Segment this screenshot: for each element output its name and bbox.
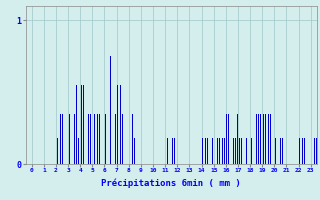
Bar [88, 114, 89, 164]
Bar [314, 138, 315, 164]
Bar [132, 114, 133, 164]
Bar [90, 114, 91, 164]
Bar [270, 114, 271, 164]
Bar [258, 114, 259, 164]
Bar [110, 56, 111, 164]
Bar [302, 138, 303, 164]
Bar [97, 114, 98, 164]
Bar [99, 114, 100, 164]
Bar [212, 138, 213, 164]
Bar [78, 138, 79, 164]
Bar [174, 138, 175, 164]
Bar [237, 114, 238, 164]
Bar [134, 138, 135, 164]
Bar [120, 85, 121, 164]
Bar [263, 114, 264, 164]
Bar [172, 138, 173, 164]
Bar [275, 138, 276, 164]
Bar [122, 114, 123, 164]
Bar [280, 138, 281, 164]
Bar [57, 138, 58, 164]
Bar [105, 114, 106, 164]
Bar [231, 114, 232, 164]
Bar [226, 114, 227, 164]
Bar [62, 114, 63, 164]
Bar [83, 85, 84, 164]
Bar [256, 114, 257, 164]
Bar [307, 138, 308, 164]
Bar [81, 85, 82, 164]
Bar [76, 85, 77, 164]
Bar [235, 138, 236, 164]
Bar [233, 138, 234, 164]
Bar [202, 138, 203, 164]
Bar [86, 114, 87, 164]
Bar [304, 138, 305, 164]
Bar [241, 138, 242, 164]
Bar [214, 138, 215, 164]
Bar [251, 138, 252, 164]
Bar [69, 114, 70, 164]
Bar [115, 114, 116, 164]
Bar [224, 138, 225, 164]
Bar [217, 138, 218, 164]
X-axis label: Précipitations 6min ( mm ): Précipitations 6min ( mm ) [101, 179, 241, 188]
Bar [117, 85, 118, 164]
Bar [316, 138, 317, 164]
Bar [207, 138, 208, 164]
Bar [74, 114, 75, 164]
Bar [254, 114, 255, 164]
Bar [246, 138, 247, 164]
Bar [260, 114, 261, 164]
Bar [94, 114, 95, 164]
Bar [167, 138, 168, 164]
